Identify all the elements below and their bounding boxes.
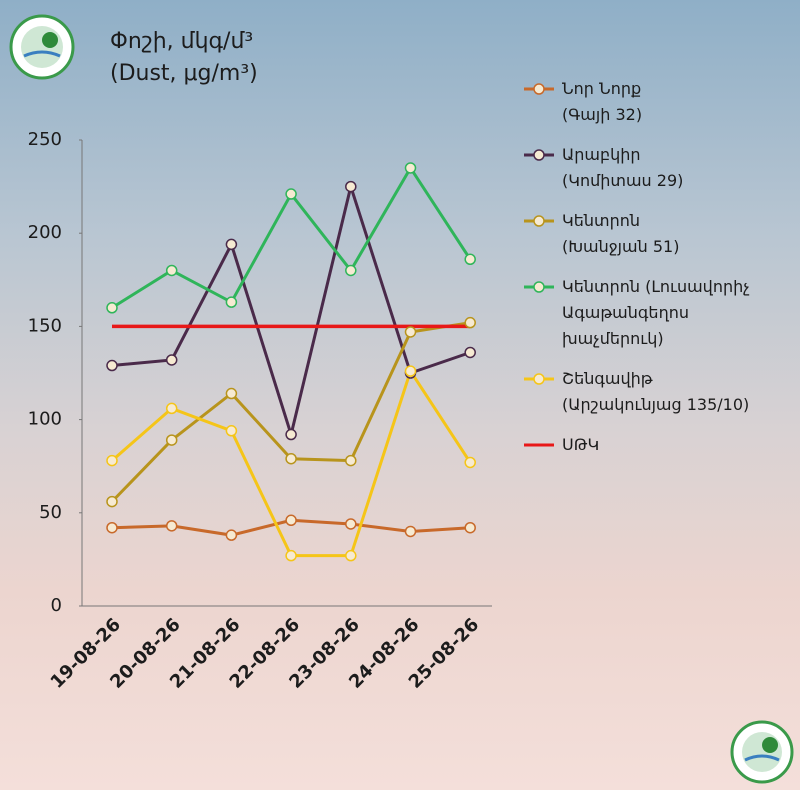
data-point <box>285 514 297 527</box>
legend-marker <box>533 373 545 385</box>
legend: Նոր Նորք (Գայի 32) Արաբկիր (Կոմիտաս 29) Կե… <box>522 76 792 472</box>
logo <box>730 720 794 784</box>
y-tick-label: 0 <box>51 595 62 616</box>
data-point <box>165 354 178 366</box>
data-point <box>165 520 178 532</box>
data-point <box>345 549 357 562</box>
legend-marker <box>533 149 545 161</box>
data-point <box>464 346 476 359</box>
legend-label: Արաբկիր (Կոմիտաս 29) <box>562 145 684 190</box>
data-point <box>225 529 238 541</box>
y-tick-label: 100 <box>28 409 62 430</box>
data-point <box>285 428 297 441</box>
data-point <box>404 326 417 338</box>
data-point <box>345 264 357 277</box>
data-point <box>464 316 476 329</box>
legend-swatch <box>524 83 554 95</box>
legend-item: Կենտրոն (Լուսավորիչ Ագաթանգեղոս խաչմերու… <box>522 274 792 352</box>
y-tick-label: 250 <box>28 129 62 150</box>
legend-swatch <box>524 373 554 385</box>
legend-item: ՍԹԿ <box>522 432 792 458</box>
data-point <box>225 238 238 251</box>
legend-label: Շենգավիթ (Արշակունյաց 135/10) <box>562 369 750 414</box>
data-point <box>225 425 238 437</box>
chart-title: Փոշի, մկգ/մ³ <box>110 29 253 54</box>
y-tick-label: 150 <box>28 315 62 336</box>
chart-subtitle: (Dust, μg/m³) <box>110 61 258 86</box>
data-point <box>285 188 297 200</box>
legend-label: Կենտրոն (Խանջյան 51) <box>562 211 680 256</box>
legend-swatch <box>524 281 554 293</box>
data-point <box>345 518 357 530</box>
legend-swatch <box>524 149 554 161</box>
legend-item: Նոր Նորք (Գայի 32) <box>522 76 792 128</box>
data-point <box>165 434 178 446</box>
legend-swatch <box>524 215 554 227</box>
data-point <box>404 365 417 377</box>
legend-label: Նոր Նորք (Գայի 32) <box>562 79 643 124</box>
legend-marker <box>533 281 545 293</box>
data-point <box>285 452 297 465</box>
legend-label: Կենտրոն (Լուսավորիչ Ագաթանգեղոս խաչմերու… <box>562 277 750 348</box>
data-point <box>106 302 118 314</box>
data-point <box>165 402 178 415</box>
data-point <box>464 456 476 469</box>
legend-item: Արաբկիր (Կոմիտաս 29) <box>522 142 792 194</box>
data-point <box>106 454 118 467</box>
legend-item: Շենգավիթ (Արշակունյաց 135/10) <box>522 366 792 418</box>
data-point <box>404 162 417 174</box>
legend-marker <box>533 215 545 227</box>
data-point <box>165 264 178 277</box>
data-point <box>225 387 238 400</box>
data-point <box>345 180 357 193</box>
data-point <box>345 454 357 467</box>
data-point <box>225 296 238 308</box>
data-point <box>464 253 476 266</box>
logo <box>9 14 75 80</box>
legend-marker <box>533 83 545 95</box>
legend-item: Կենտրոն (Խանջյան 51) <box>522 208 792 260</box>
series-line <box>111 181 471 441</box>
data-point <box>404 525 417 538</box>
y-tick-label: 50 <box>39 502 62 523</box>
data-point <box>464 521 476 534</box>
data-point <box>106 521 118 534</box>
y-tick-label: 200 <box>28 222 62 243</box>
legend-swatch <box>524 443 554 447</box>
data-point <box>285 549 297 562</box>
data-point <box>106 359 118 372</box>
legend-label: ՍԹԿ <box>562 435 600 454</box>
data-point <box>106 495 118 508</box>
